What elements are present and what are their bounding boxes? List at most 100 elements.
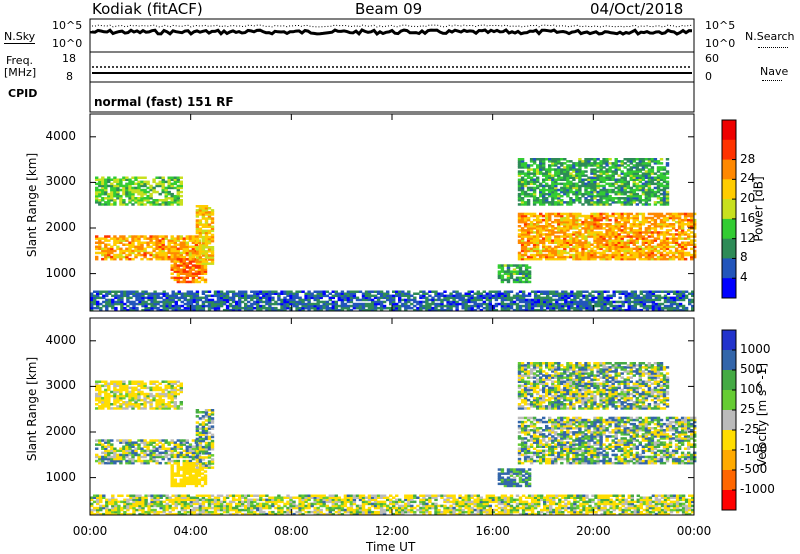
- power-cell: [587, 214, 591, 218]
- power-cell: [572, 178, 576, 181]
- power-cell: [440, 302, 444, 306]
- power-cell: [543, 308, 547, 312]
- power-cell: [629, 186, 633, 190]
- power-cell: [147, 308, 151, 312]
- power-cell: [599, 237, 603, 240]
- power-cell: [587, 216, 591, 220]
- power-cell: [137, 239, 141, 242]
- power-cell: [398, 308, 402, 312]
- power-cell: [624, 294, 628, 298]
- power-cell: [545, 239, 549, 242]
- power-cell: [140, 182, 144, 186]
- power-cell: [137, 235, 141, 238]
- power-cell: [152, 188, 156, 192]
- power-cell: [334, 308, 338, 312]
- velocity-cell: [182, 439, 186, 442]
- power-cell: [520, 216, 525, 220]
- power-cell: [520, 231, 525, 234]
- power-cell: [428, 298, 432, 302]
- power-cell: [316, 300, 320, 304]
- power-cell: [626, 170, 630, 173]
- power-cell: [283, 290, 287, 293]
- velocity-cell: [113, 396, 117, 400]
- power-cell: [584, 216, 588, 220]
- power-cell: [618, 290, 622, 293]
- power-cell: [693, 212, 697, 216]
- power-cell: [635, 162, 639, 165]
- power-cell: [630, 300, 634, 304]
- power-cell: [551, 190, 555, 194]
- power-cell: [107, 199, 111, 202]
- power-cell: [194, 278, 199, 282]
- power-cell: [680, 229, 685, 232]
- velocity-cell: [185, 453, 189, 457]
- power-cell: [569, 174, 573, 177]
- power-cell: [147, 294, 151, 298]
- power-cell: [684, 306, 689, 310]
- power-cell: [99, 292, 103, 295]
- velocity-cell: [140, 441, 144, 444]
- power-cell: [123, 292, 127, 295]
- velocity-cell: [137, 407, 141, 410]
- power-cell: [617, 164, 621, 167]
- velocity-cell: [104, 390, 108, 394]
- power-cell: [587, 203, 591, 206]
- power-cell: [173, 197, 177, 200]
- power-cell: [614, 231, 618, 234]
- power-cell: [334, 294, 338, 298]
- power-cell: [542, 203, 546, 206]
- power-cell: [602, 190, 606, 194]
- power-cell: [542, 239, 546, 242]
- power-cell: [286, 290, 290, 293]
- power-cell: [428, 308, 432, 312]
- power-cell: [539, 188, 543, 192]
- power-cell: [146, 186, 150, 190]
- power-cell: [642, 298, 647, 302]
- power-cell: [250, 306, 254, 310]
- velocity-cell: [95, 380, 99, 383]
- power-cell: [608, 245, 612, 249]
- power-cell: [179, 245, 183, 249]
- power-cell: [605, 188, 609, 192]
- power-cell: [122, 235, 126, 238]
- power-cell: [116, 188, 120, 192]
- power-cell: [207, 262, 212, 265]
- power-cell: [201, 207, 206, 210]
- velocity-cell: [107, 461, 111, 465]
- power-cell: [262, 296, 266, 300]
- power-cell: [147, 306, 151, 310]
- power-cell: [671, 245, 676, 249]
- velocity-cell: [116, 394, 120, 398]
- power-cell: [231, 296, 236, 300]
- power-cell: [398, 306, 402, 310]
- power-cell: [322, 304, 326, 308]
- power-cell: [122, 251, 126, 255]
- power-cell: [644, 241, 649, 244]
- power-cell: [194, 243, 199, 246]
- power-cell: [532, 160, 537, 163]
- power-cell: [343, 306, 348, 310]
- power-cell: [176, 184, 180, 188]
- power-cell: [367, 304, 372, 308]
- power-cell: [627, 296, 631, 300]
- power-cell: [644, 180, 649, 184]
- power-cell: [579, 304, 583, 308]
- power-cell: [171, 292, 175, 295]
- power-cell: [134, 188, 138, 192]
- power-cell: [644, 192, 649, 196]
- velocity-cell: [125, 455, 129, 459]
- power-cell: [630, 292, 634, 295]
- velocity-cell: [158, 398, 162, 402]
- power-cell: [669, 308, 674, 312]
- power-cell: [660, 302, 665, 306]
- power-cell: [548, 231, 552, 234]
- power-cell: [539, 239, 543, 242]
- power-cell: [569, 186, 573, 190]
- velocity-cell: [149, 453, 153, 457]
- velocity-cell: [104, 403, 108, 406]
- power-cell: [128, 194, 132, 198]
- power-cell: [158, 192, 162, 196]
- power-cell: [623, 188, 627, 192]
- power-cell: [536, 199, 540, 202]
